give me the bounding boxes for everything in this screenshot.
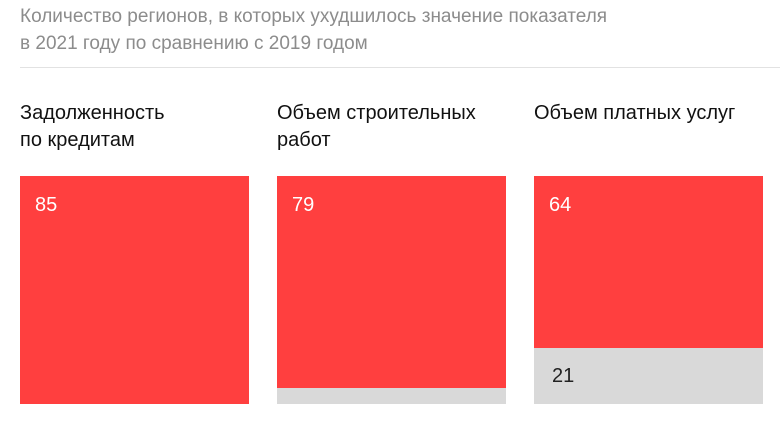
remainder-value: 21 bbox=[552, 365, 575, 387]
chart-title-line-2: в 2021 году по сравнению с 2019 годом bbox=[20, 33, 368, 54]
panel-label-line-1: Объем платных услуг bbox=[534, 102, 736, 124]
panel-label: Объем строительных работ bbox=[277, 100, 517, 154]
panel-box: 64 21 bbox=[534, 176, 763, 404]
panel-box: 85 bbox=[20, 176, 249, 404]
chart-title: Количество регионов, в которых ухудшилос… bbox=[20, 3, 760, 57]
worsened-value: 85 bbox=[35, 194, 58, 216]
panel-label: Задолженность по кредитам bbox=[20, 100, 260, 154]
worsened-bar bbox=[20, 176, 249, 404]
chart-title-line-1: Количество регионов, в которых ухудшилос… bbox=[20, 6, 608, 27]
worsened-bar bbox=[534, 176, 763, 348]
worsened-value: 79 bbox=[292, 194, 315, 216]
panel-box: 79 bbox=[277, 176, 506, 404]
worsened-bar bbox=[277, 176, 506, 388]
panel-label: Объем платных услуг bbox=[534, 100, 774, 127]
worsened-value: 64 bbox=[549, 194, 572, 216]
panel-label-line-1: Задолженность bbox=[20, 102, 165, 124]
header-divider bbox=[20, 67, 780, 68]
panel-label-line-2: работ bbox=[277, 129, 331, 151]
panel-label-line-2: по кредитам bbox=[20, 129, 135, 151]
panel-label-line-1: Объем строительных bbox=[277, 102, 476, 124]
